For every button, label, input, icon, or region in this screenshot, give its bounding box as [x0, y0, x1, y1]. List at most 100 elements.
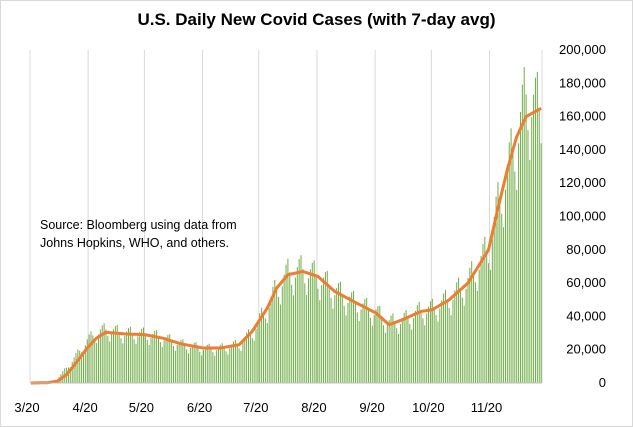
daily-bar [360, 309, 362, 383]
daily-bar [90, 331, 92, 383]
axes: 3/20 4/20 5/20 6/20 7/20 8/20 9/20 10/20 11/20 0 2… [14, 42, 606, 415]
daily-bar [259, 313, 261, 383]
daily-bar [261, 307, 263, 383]
daily-bar [287, 258, 289, 383]
daily-bar [373, 315, 375, 383]
daily-bar [216, 350, 218, 383]
daily-bar [394, 321, 396, 383]
daily-bar [503, 227, 505, 383]
daily-bar [418, 301, 420, 383]
daily-bar [446, 299, 448, 383]
daily-bar [420, 309, 422, 383]
daily-bar [323, 277, 325, 383]
y-tick-label: 100,000 [559, 209, 606, 224]
daily-bar [199, 351, 201, 383]
daily-bar [71, 361, 73, 383]
daily-bar [347, 302, 349, 383]
daily-bar [233, 341, 235, 383]
daily-bar [409, 323, 411, 383]
y-tick-label: 160,000 [559, 109, 606, 124]
daily-bar [484, 236, 486, 383]
daily-bar [476, 290, 478, 383]
daily-bars [32, 67, 542, 384]
daily-bar [486, 250, 488, 383]
daily-bar [358, 321, 360, 383]
daily-bar [208, 343, 210, 383]
avg-line [30, 106, 542, 385]
daily-bar [189, 347, 191, 383]
daily-bar [315, 275, 317, 383]
daily-bar [97, 334, 99, 383]
daily-bar [304, 283, 306, 383]
daily-bar [465, 288, 467, 383]
daily-bar [218, 347, 220, 383]
daily-bar [313, 260, 315, 383]
daily-bar [300, 255, 302, 383]
daily-bar [276, 287, 278, 383]
daily-bar [201, 355, 203, 383]
daily-bar [324, 272, 326, 383]
daily-bar [114, 326, 116, 383]
x-tick-label: 4/20 [72, 400, 97, 415]
daily-bar [131, 333, 133, 383]
daily-bar [274, 279, 276, 383]
daily-bar [349, 296, 351, 383]
daily-bar [302, 269, 304, 383]
daily-bar [272, 286, 274, 383]
daily-bar [443, 293, 445, 383]
daily-bar [203, 350, 205, 383]
daily-bar [317, 288, 319, 383]
daily-bar [489, 269, 491, 383]
daily-bar [471, 261, 473, 383]
daily-bar [105, 329, 107, 383]
daily-bar [133, 339, 135, 383]
daily-bar [148, 344, 150, 383]
daily-bar [246, 332, 248, 383]
daily-bar [206, 344, 208, 383]
daily-bar [518, 143, 520, 383]
y-tick-label: 40,000 [566, 308, 606, 323]
daily-bar [225, 351, 227, 383]
x-tick-label: 9/20 [359, 400, 384, 415]
daily-bar [294, 277, 296, 383]
daily-bar [339, 281, 341, 383]
daily-bar [293, 295, 295, 383]
daily-bar [448, 308, 450, 383]
daily-bar [178, 342, 180, 383]
daily-bar [504, 189, 506, 383]
daily-bar [405, 309, 407, 383]
daily-bar [118, 331, 120, 383]
daily-bar [375, 309, 377, 383]
daily-bar [328, 285, 330, 383]
daily-bar [362, 303, 364, 383]
daily-bar [141, 328, 143, 383]
y-tick-label: 200,000 [559, 42, 606, 57]
daily-bar [450, 315, 452, 383]
daily-bar [364, 299, 366, 383]
daily-bar [112, 329, 114, 383]
daily-bar [456, 282, 458, 383]
daily-bar [124, 335, 126, 383]
daily-bar [67, 367, 69, 383]
daily-bar [454, 290, 456, 383]
daily-bar [461, 297, 463, 383]
daily-bar [251, 338, 253, 383]
daily-bar [129, 326, 131, 383]
y-tick-label: 60,000 [566, 275, 606, 290]
daily-bar [399, 324, 401, 383]
daily-bar [343, 305, 345, 383]
daily-bar [186, 349, 188, 383]
daily-bar [540, 143, 542, 383]
daily-bar [422, 318, 424, 383]
daily-bar [383, 325, 385, 383]
daily-bar [171, 340, 173, 383]
daily-bar [488, 263, 490, 383]
daily-bar [144, 333, 146, 383]
daily-bar [390, 315, 392, 383]
daily-bar [161, 347, 163, 383]
daily-bar [482, 243, 484, 383]
daily-bar [298, 258, 300, 383]
daily-bar [255, 329, 257, 383]
daily-bar [195, 342, 197, 383]
daily-bar [266, 323, 268, 383]
